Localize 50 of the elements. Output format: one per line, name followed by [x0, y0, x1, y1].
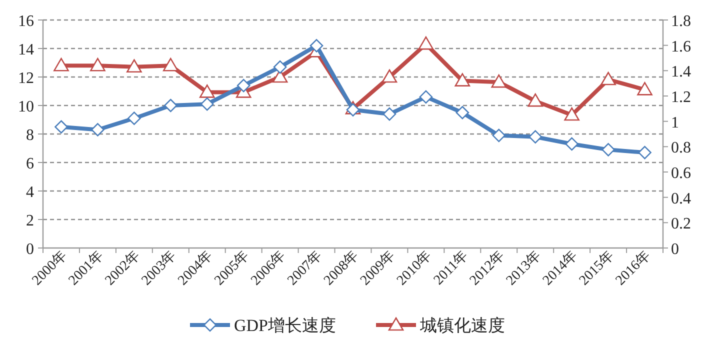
y2-tick-label: 0	[671, 241, 679, 258]
point	[164, 98, 178, 112]
y-tick-label: 14	[18, 42, 34, 58]
y2-tick-label: 1	[671, 114, 679, 132]
y-tick-label: 2	[26, 212, 34, 230]
point	[54, 120, 68, 134]
point	[565, 137, 578, 151]
point	[382, 107, 396, 121]
point	[491, 74, 507, 88]
point	[418, 36, 434, 50]
point	[637, 82, 652, 96]
y2-tick-label: 0.4	[671, 190, 691, 208]
point	[54, 58, 69, 72]
point	[638, 146, 652, 160]
y-tick-label: 16	[18, 13, 34, 30]
y-tick-label: 6	[26, 156, 34, 172]
point	[492, 128, 506, 142]
point	[126, 59, 142, 73]
y2-tick-label: 0.2	[671, 216, 691, 233]
y2-tick-label: 1.8	[671, 13, 691, 30]
y2-tick-label: 0.6	[671, 165, 691, 182]
legend-label: 城镇化速度	[419, 316, 506, 335]
point	[91, 123, 104, 136]
point	[273, 60, 287, 74]
point	[162, 58, 178, 72]
legend-label: GDP增长速度	[234, 316, 336, 335]
point	[454, 73, 470, 86]
point	[456, 106, 470, 120]
y-tick-label: 4	[26, 184, 34, 201]
point	[600, 72, 616, 86]
y-tick-label: 0	[26, 241, 34, 258]
point	[90, 58, 106, 72]
point	[419, 90, 433, 104]
y2-tick-label: 1.4	[671, 64, 691, 81]
y2-tick-label: 1.6	[671, 38, 691, 56]
point	[528, 130, 542, 144]
y2-tick-label: 1.2	[671, 89, 691, 106]
point	[199, 84, 215, 98]
point	[128, 112, 141, 125]
point	[564, 107, 580, 121]
point	[602, 143, 615, 156]
point	[528, 93, 544, 107]
y-tick-label: 12	[18, 70, 34, 87]
point	[310, 39, 324, 52]
y2-tick-label: 0.8	[671, 140, 691, 157]
y-tick-label: 8	[26, 127, 34, 144]
y-tick-label: 10	[18, 98, 34, 116]
point	[236, 78, 250, 92]
point	[200, 97, 214, 111]
point	[382, 69, 398, 83]
